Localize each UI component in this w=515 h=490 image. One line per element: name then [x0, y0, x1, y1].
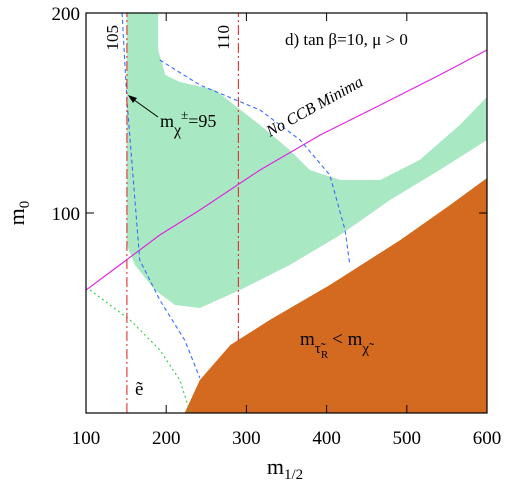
x-tick-label: 300 [232, 428, 261, 449]
x-tick-label: 600 [473, 428, 502, 449]
y-tick-label: 100 [52, 204, 81, 225]
arrow-head [128, 95, 137, 103]
selectron-label: ẽ [135, 379, 143, 400]
chargino-sup: ± [181, 107, 188, 122]
x-axis-label-main: m [267, 454, 284, 479]
line-label: No CCB Minima [263, 73, 366, 141]
chargino-sub: χ [173, 122, 182, 139]
contour-line [159, 59, 351, 266]
x-axis-label-sub: 1/2 [284, 467, 303, 483]
line-label: 105 [103, 25, 122, 51]
x-tick-label: 400 [312, 428, 341, 449]
y-axis-label-sub: 0 [17, 201, 33, 209]
chargino-label: mχ±=95 [160, 107, 216, 139]
y-axis-label: m0 [4, 201, 33, 226]
plot-data [86, 13, 487, 413]
x-axis-label: m1/2 [267, 454, 303, 483]
chargino-rest: =95 [188, 111, 216, 131]
x-tick-label: 100 [72, 428, 101, 449]
chargino-main: m [160, 111, 174, 131]
x-tick-label: 500 [393, 428, 422, 449]
annotation: d) tan β=10, μ > 0 [285, 30, 408, 49]
region [126, 13, 487, 308]
stau-label: mτ̃R< mχ̃ [300, 329, 374, 361]
stau-subsub: R [321, 349, 329, 361]
y-axis-label-main: m [4, 208, 29, 225]
contour-line [121, 13, 201, 379]
stau-main: m [300, 329, 315, 350]
line-label: 110 [214, 25, 233, 50]
contour-line [86, 49, 487, 291]
region [184, 178, 487, 413]
x-tick-label: 200 [152, 428, 181, 449]
stau-mid: < m [332, 329, 362, 350]
stau-sub: τ̃ [315, 341, 326, 357]
y-tick-label: 200 [52, 4, 81, 25]
